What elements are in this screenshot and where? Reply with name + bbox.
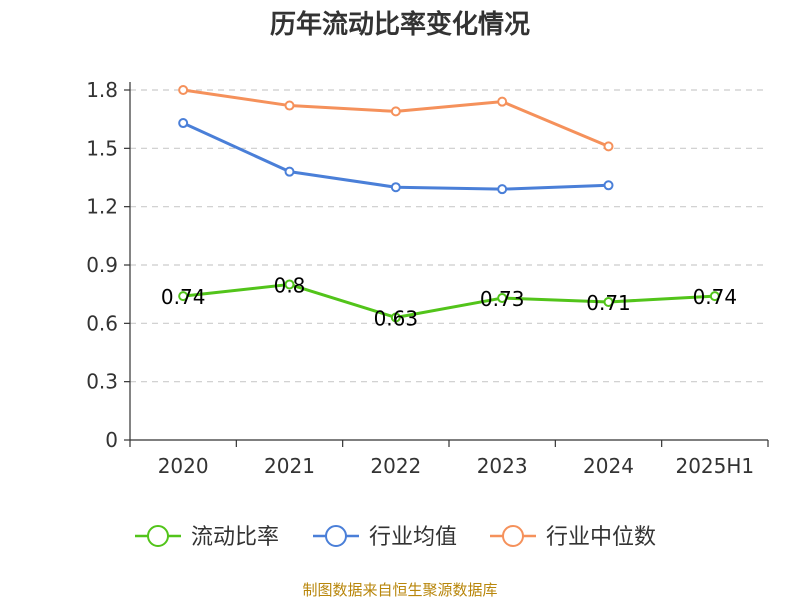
legend-swatch-marker bbox=[325, 525, 347, 547]
legend-label: 流动比率 bbox=[191, 525, 279, 550]
x-tick-label: 2024 bbox=[583, 454, 634, 478]
series-lines bbox=[178, 85, 720, 323]
data-point bbox=[603, 296, 614, 307]
legend-item-3[interactable]: 行业中位数 bbox=[490, 525, 656, 550]
y-tick-label: 1.8 bbox=[86, 78, 118, 102]
x-tick-label: 2021 bbox=[264, 454, 315, 478]
data-point bbox=[178, 291, 189, 302]
data-point bbox=[284, 279, 295, 290]
y-tick-label: 0.6 bbox=[86, 311, 118, 335]
tick-labels: 0 0.3 0.6 0.9 1.2 1.5 1.8 2020 2021 2022 2023 2024 2… bbox=[86, 78, 754, 478]
legend-swatch-marker bbox=[147, 525, 169, 547]
data-source-note: 制图数据来自恒生聚源数据库 bbox=[302, 581, 497, 599]
data-labels: 0.74 0.8 0.63 0.73 0.71 0.74 bbox=[161, 273, 737, 330]
legend-swatch-marker bbox=[502, 525, 524, 547]
data-point bbox=[603, 180, 614, 191]
data-label: 0.63 bbox=[374, 307, 419, 331]
legend-label: 行业中位数 bbox=[546, 525, 656, 550]
data-point bbox=[390, 312, 401, 323]
data-point bbox=[178, 118, 189, 129]
data-label: 0.73 bbox=[480, 287, 525, 311]
data-point bbox=[497, 184, 508, 195]
data-point bbox=[178, 85, 189, 95]
data-point bbox=[603, 141, 614, 152]
x-tick-label: 2022 bbox=[370, 454, 421, 478]
x-tick-label: 2023 bbox=[477, 454, 528, 478]
series-line-1 bbox=[183, 282, 715, 319]
series-line-3 bbox=[182, 88, 610, 148]
grid-lines bbox=[130, 89, 768, 383]
data-point bbox=[284, 100, 295, 111]
y-tick-label: 0 bbox=[105, 428, 118, 452]
data-point bbox=[390, 182, 401, 193]
data-point bbox=[284, 166, 295, 177]
data-label: 0.8 bbox=[274, 273, 306, 297]
legend-label: 行业均值 bbox=[369, 525, 457, 550]
data-label: 0.71 bbox=[586, 291, 631, 315]
y-tick-label: 0.9 bbox=[86, 253, 118, 277]
legend[interactable]: 流动比率 行业均值 行业中位数 bbox=[135, 525, 656, 550]
data-label: 0.74 bbox=[161, 285, 206, 309]
legend-item-1[interactable]: 流动比率 bbox=[135, 525, 279, 550]
data-label: 0.74 bbox=[693, 285, 738, 309]
y-tick-label: 1.5 bbox=[86, 136, 118, 160]
chart-title: 历年流动比率变化情况 bbox=[270, 9, 530, 40]
legend-item-2[interactable]: 行业均值 bbox=[313, 525, 457, 550]
y-tick-label: 1.2 bbox=[86, 195, 118, 219]
data-point bbox=[497, 293, 508, 304]
x-tick-label: 2025H1 bbox=[675, 454, 754, 478]
y-tick-label: 0.3 bbox=[86, 370, 118, 394]
axes bbox=[124, 82, 769, 447]
data-point bbox=[390, 106, 401, 117]
data-point bbox=[709, 291, 720, 302]
x-tick-label: 2020 bbox=[158, 454, 209, 478]
data-point bbox=[497, 96, 508, 107]
series-line-2 bbox=[182, 121, 609, 191]
